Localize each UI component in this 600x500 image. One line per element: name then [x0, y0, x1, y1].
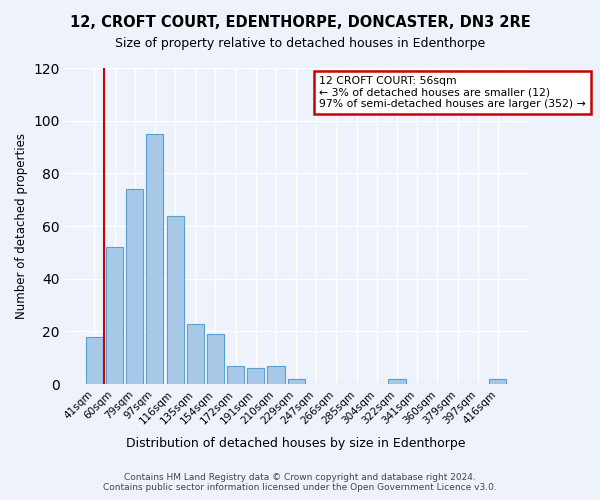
- Text: 12 CROFT COURT: 56sqm
← 3% of detached houses are smaller (12)
97% of semi-detac: 12 CROFT COURT: 56sqm ← 3% of detached h…: [319, 76, 586, 109]
- Bar: [227, 366, 244, 384]
- Y-axis label: Number of detached properties: Number of detached properties: [15, 133, 28, 319]
- Text: 12, CROFT COURT, EDENTHORPE, DONCASTER, DN3 2RE: 12, CROFT COURT, EDENTHORPE, DONCASTER, …: [70, 15, 530, 30]
- Bar: [207, 334, 224, 384]
- Bar: [287, 379, 305, 384]
- Bar: [388, 379, 406, 384]
- Bar: [86, 336, 103, 384]
- Bar: [268, 366, 284, 384]
- Bar: [490, 379, 506, 384]
- X-axis label: Distribution of detached houses by size in Edenthorpe: Distribution of detached houses by size …: [127, 437, 466, 450]
- Bar: [126, 189, 143, 384]
- Bar: [167, 216, 184, 384]
- Text: Contains HM Land Registry data © Crown copyright and database right 2024.
Contai: Contains HM Land Registry data © Crown c…: [103, 473, 497, 492]
- Bar: [106, 247, 123, 384]
- Bar: [247, 368, 265, 384]
- Bar: [146, 134, 163, 384]
- Text: Size of property relative to detached houses in Edenthorpe: Size of property relative to detached ho…: [115, 38, 485, 51]
- Bar: [187, 324, 204, 384]
